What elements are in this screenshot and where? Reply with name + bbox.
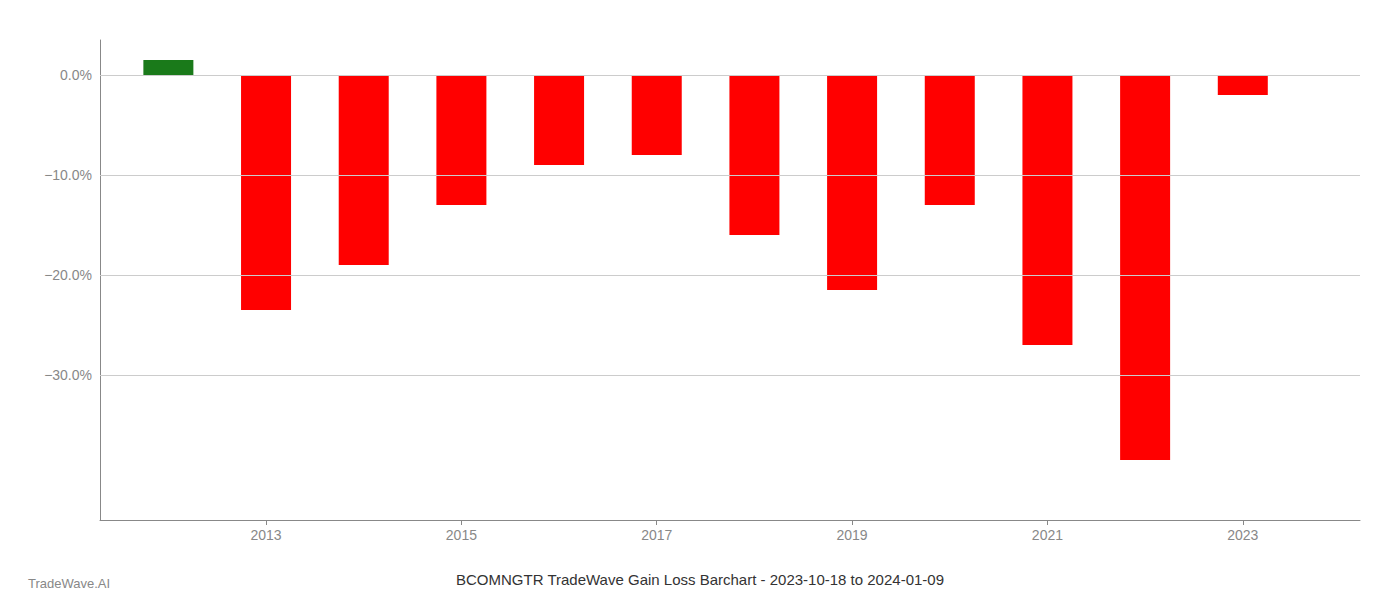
- svg-text:−10.0%: −10.0%: [44, 167, 92, 183]
- svg-text:−20.0%: −20.0%: [44, 267, 92, 283]
- svg-text:2019: 2019: [837, 527, 868, 543]
- svg-text:2017: 2017: [641, 527, 672, 543]
- svg-text:2013: 2013: [250, 527, 281, 543]
- svg-text:2021: 2021: [1032, 527, 1063, 543]
- svg-text:BCOMNGTR TradeWave Gain Loss B: BCOMNGTR TradeWave Gain Loss Barchart - …: [456, 571, 944, 588]
- svg-text:TradeWave.AI: TradeWave.AI: [28, 576, 110, 591]
- svg-text:2015: 2015: [446, 527, 477, 543]
- svg-text:0.0%: 0.0%: [60, 67, 92, 83]
- svg-text:−30.0%: −30.0%: [44, 367, 92, 383]
- svg-text:2023: 2023: [1227, 527, 1258, 543]
